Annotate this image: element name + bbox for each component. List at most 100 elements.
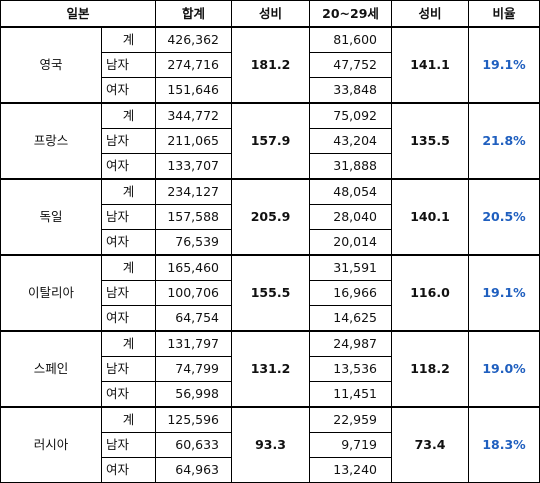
header-country: 일본 bbox=[0, 0, 157, 28]
table-row: 스페인 계 131,797 131.2 24,987 118.2 19.0% bbox=[0, 330, 540, 408]
young-value: 24,987 bbox=[309, 330, 393, 357]
sex-ratio-total: 157.9 bbox=[231, 102, 311, 180]
row-label: 남자 bbox=[100, 432, 157, 458]
country-name: 이탈리아 bbox=[0, 254, 102, 332]
row-label: 여자 bbox=[100, 153, 157, 180]
total-value: 125,596 bbox=[155, 406, 233, 433]
total-value: 131,797 bbox=[155, 330, 233, 357]
sex-ratio-young: 140.1 bbox=[391, 178, 470, 256]
young-value: 20,014 bbox=[309, 229, 393, 256]
sex-ratio-total: 155.5 bbox=[231, 254, 311, 332]
table-row: 영국 계 426,362 181.2 81,600 141.1 19.1% bbox=[0, 26, 540, 104]
table-row: 남자 157,588 28,040 bbox=[1, 204, 540, 230]
row-label: 남자 bbox=[100, 280, 157, 306]
ratio-value: 18.3% bbox=[468, 406, 540, 483]
total-value: 211,065 bbox=[155, 128, 233, 154]
young-value: 22,959 bbox=[309, 406, 393, 433]
country-name: 독일 bbox=[0, 178, 102, 256]
young-value: 43,204 bbox=[309, 128, 393, 154]
young-value: 33,848 bbox=[309, 77, 393, 104]
table-row: 남자 274,716 47,752 bbox=[1, 52, 540, 78]
total-value: 56,998 bbox=[155, 381, 233, 408]
sex-ratio-total: 181.2 bbox=[231, 26, 311, 104]
table-row: 프랑스 계 344,772 157.9 75,092 135.5 21.8% bbox=[0, 102, 540, 180]
row-label: 남자 bbox=[100, 204, 157, 230]
total-value: 64,963 bbox=[155, 457, 233, 483]
header-sex-ratio-young: 성비 bbox=[391, 0, 470, 28]
row-label: 계 bbox=[100, 178, 157, 205]
sex-ratio-young: 118.2 bbox=[391, 330, 470, 408]
table-row: 여자 151,646 33,848 bbox=[1, 77, 540, 104]
table-row: 남자 74,799 13,536 bbox=[1, 356, 540, 382]
row-label: 계 bbox=[100, 102, 157, 129]
total-value: 74,799 bbox=[155, 356, 233, 382]
table-body: 영국 계 426,362 181.2 81,600 141.1 19.1% 남자 274,716… bbox=[0, 26, 540, 483]
young-value: 28,040 bbox=[309, 204, 393, 230]
sex-ratio-total: 131.2 bbox=[231, 330, 311, 408]
row-label: 여자 bbox=[100, 381, 157, 408]
country-name: 러시아 bbox=[0, 406, 102, 483]
young-value: 75,092 bbox=[309, 102, 393, 129]
row-label: 여자 bbox=[100, 229, 157, 256]
young-value: 11,451 bbox=[309, 381, 393, 408]
young-value: 81,600 bbox=[309, 26, 393, 53]
row-label: 남자 bbox=[100, 356, 157, 382]
header-sex-ratio-total: 성비 bbox=[231, 0, 311, 28]
young-value: 9,719 bbox=[309, 432, 393, 458]
row-label: 계 bbox=[100, 406, 157, 433]
total-value: 157,588 bbox=[155, 204, 233, 230]
total-value: 234,127 bbox=[155, 178, 233, 205]
country-name: 영국 bbox=[0, 26, 102, 104]
row-label: 여자 bbox=[100, 305, 157, 332]
table-row: 이탈리아 계 165,460 155.5 31,591 116.0 19.1% bbox=[0, 254, 540, 332]
young-value: 14,625 bbox=[309, 305, 393, 332]
sex-ratio-young: 141.1 bbox=[391, 26, 470, 104]
total-value: 151,646 bbox=[155, 77, 233, 104]
ratio-value: 19.0% bbox=[468, 330, 540, 408]
row-label: 계 bbox=[100, 330, 157, 357]
ratio-value: 21.8% bbox=[468, 102, 540, 180]
total-value: 426,362 bbox=[155, 26, 233, 53]
table-row: 여자 56,998 11,451 bbox=[1, 381, 540, 408]
total-value: 344,772 bbox=[155, 102, 233, 129]
row-label: 여자 bbox=[100, 457, 157, 483]
young-value: 16,966 bbox=[309, 280, 393, 306]
country-name: 스페인 bbox=[0, 330, 102, 408]
total-value: 100,706 bbox=[155, 280, 233, 306]
sex-ratio-young: 73.4 bbox=[391, 406, 470, 483]
table-row: 여자 133,707 31,888 bbox=[1, 153, 540, 180]
table-row: 남자 100,706 16,966 bbox=[1, 280, 540, 306]
table-row: 독일 계 234,127 205.9 48,054 140.1 20.5% bbox=[0, 178, 540, 256]
header-row: 일본 합계 성비 20~29세 성비 비율 bbox=[0, 0, 540, 28]
young-value: 47,752 bbox=[309, 52, 393, 78]
young-value: 31,888 bbox=[309, 153, 393, 180]
ratio-value: 19.1% bbox=[468, 26, 540, 104]
table-row: 러시아 계 125,596 93.3 22,959 73.4 18.3% bbox=[0, 406, 540, 483]
table-row: 남자 211,065 43,204 bbox=[1, 128, 540, 154]
ratio-value: 19.1% bbox=[468, 254, 540, 332]
table-row: 여자 64,754 14,625 bbox=[1, 305, 540, 332]
total-value: 64,754 bbox=[155, 305, 233, 332]
row-label: 남자 bbox=[100, 52, 157, 78]
total-value: 165,460 bbox=[155, 254, 233, 281]
young-value: 13,240 bbox=[309, 457, 393, 483]
sex-ratio-young: 135.5 bbox=[391, 102, 470, 180]
young-value: 31,591 bbox=[309, 254, 393, 281]
country-name: 프랑스 bbox=[0, 102, 102, 180]
total-value: 60,633 bbox=[155, 432, 233, 458]
ratio-value: 20.5% bbox=[468, 178, 540, 256]
header-ratio: 비율 bbox=[468, 0, 540, 28]
row-label: 계 bbox=[100, 26, 157, 53]
row-label: 계 bbox=[100, 254, 157, 281]
total-value: 274,716 bbox=[155, 52, 233, 78]
sex-ratio-total: 93.3 bbox=[231, 406, 311, 483]
sex-ratio-young: 116.0 bbox=[391, 254, 470, 332]
row-label: 여자 bbox=[100, 77, 157, 104]
table-row: 여자 76,539 20,014 bbox=[1, 229, 540, 256]
header-total: 합계 bbox=[155, 0, 233, 28]
row-label: 남자 bbox=[100, 128, 157, 154]
young-value: 48,054 bbox=[309, 178, 393, 205]
header-age-20-29: 20~29세 bbox=[309, 0, 393, 28]
young-value: 13,536 bbox=[309, 356, 393, 382]
